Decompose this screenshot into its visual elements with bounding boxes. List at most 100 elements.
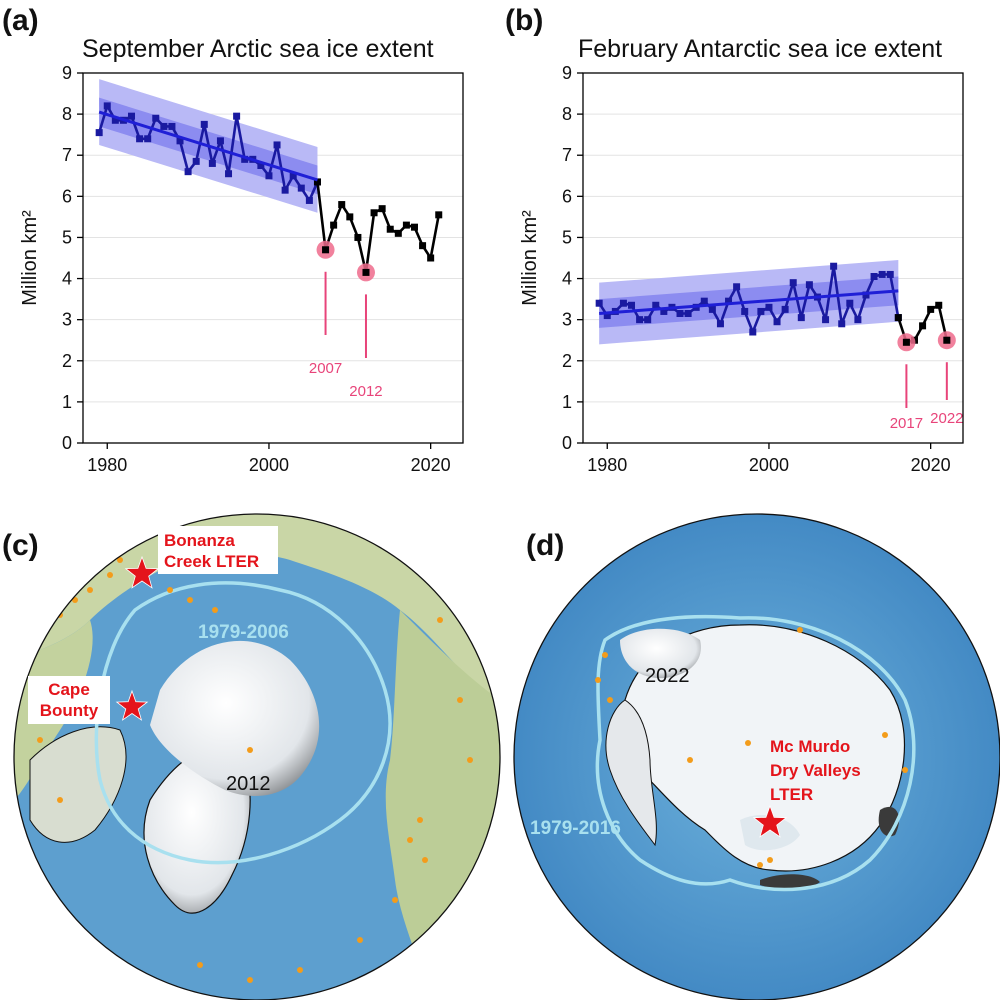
- arctic-median-extent: [94, 581, 392, 865]
- chart-a-y-tick-label: 9: [62, 63, 72, 83]
- arctic-stations: [37, 517, 473, 983]
- chart-b-highlight-label: 2017: [890, 415, 923, 432]
- chart-b-series-0-point: [660, 307, 668, 315]
- chart-a-series-0-point: [297, 184, 305, 192]
- chart-a-x-tick-label: 1980: [87, 455, 127, 475]
- chart-b-y-ticks: 0 1 2 3 4 5 6 7 8 9: [562, 63, 583, 453]
- chart-a-trend: [98, 110, 318, 182]
- chart-b-trend-line: [599, 289, 899, 315]
- chart-a-series-0-point: [144, 135, 152, 143]
- chart-a-series-1-point: [427, 254, 435, 262]
- chart-b-x-tick-label: 2020: [911, 455, 951, 475]
- chart-b-y-tick-label: 0: [562, 433, 572, 453]
- chart-b-series-0-point: [684, 310, 692, 317]
- chart-b-series-1-point: [927, 305, 935, 313]
- chart-b-series-0-point: [797, 314, 805, 322]
- chart-a-series-1-point: [338, 201, 346, 209]
- antarctic-map-border: [513, 513, 1000, 1000]
- arctic-ice-2012: [150, 640, 320, 796]
- chart-b-y-tick-label: 6: [562, 186, 572, 206]
- chart-a-y-axis-title: Million km²: [19, 210, 41, 306]
- antarctic-peninsula: [605, 699, 657, 847]
- chart-b-series-0-point: [830, 262, 838, 270]
- chart-b-highlight-point: [943, 336, 951, 344]
- chart-b-series-0-point: [862, 291, 870, 299]
- site-star-mcmurdo: [752, 804, 788, 838]
- antarctic-median-extent: [595, 614, 916, 892]
- chart-a-series-1-point: [313, 178, 321, 186]
- chart-a-highlight-point: [322, 246, 330, 254]
- chart-b-series-0-point: [854, 316, 862, 324]
- chart-b-series-0-point: [870, 273, 878, 280]
- chart-b-series-0-point: [595, 299, 603, 307]
- chart-a-series-1-point: [370, 209, 378, 217]
- antarctic-ice-edge-south: [760, 874, 820, 890]
- chart-b-y-tick-label: 4: [562, 269, 572, 289]
- chart-b-y-tick-label: 5: [562, 227, 572, 247]
- chart-a-series-1-point: [402, 221, 410, 229]
- chart-b-series-0-point: [878, 270, 886, 278]
- chart-a-series-1-point: [435, 211, 443, 219]
- chart-a-series-0-point: [95, 129, 103, 137]
- chart-b-series-0-point: [781, 305, 789, 313]
- chart-a-series-0-point: [152, 114, 160, 122]
- chart-a-highlight-label: 2012: [349, 383, 382, 400]
- chart-a-series-0-point: [176, 137, 184, 145]
- chart-b-series-0-point: [628, 301, 636, 309]
- chart-a-series-0-point: [281, 186, 289, 194]
- chart-b-series-0-point: [741, 307, 749, 315]
- chart-a-series-0-point: [136, 135, 144, 143]
- site-star-bonanza: [124, 555, 160, 589]
- arctic-year-label: 2012: [226, 773, 271, 795]
- chart-b-series-0-point: [676, 310, 684, 317]
- chart-b-series-0-point: [619, 299, 627, 307]
- chart-b-series-0-point: [886, 270, 894, 278]
- chart-a-series-0-point: [168, 122, 176, 130]
- chart-a-series-0-point: [225, 170, 233, 178]
- chart-title-a: September Arctic sea ice extent: [82, 35, 434, 63]
- chart-a-series-1-point: [378, 205, 386, 213]
- chart-a-frame: [82, 72, 464, 444]
- chart-a-x-tick-label: 2000: [249, 455, 289, 475]
- chart-a-series-0-point: [305, 196, 313, 204]
- chart-b-y-axis-title: Million km²: [519, 210, 541, 306]
- chart-b-series-0-point: [700, 297, 708, 305]
- ross-ice-shelf: [740, 815, 800, 851]
- chart-a-series-0-point: [273, 141, 281, 149]
- chart-a-series-0-point: [128, 112, 136, 120]
- chart-a-highlight-label: 2007: [309, 360, 342, 377]
- chart-a-series-0-point: [160, 122, 168, 130]
- antarctic-period-label: 1979-2016: [530, 818, 621, 839]
- chart-b-series-0-point: [757, 307, 765, 315]
- site-star-cape-bounty: [115, 689, 149, 721]
- panel-letter-c: (c): [2, 529, 39, 562]
- chart-b-trend: [599, 289, 899, 315]
- arctic-land-north: [14, 514, 500, 700]
- site-label-bonanza-line1: Bonanza: [164, 531, 235, 550]
- chart-a-series-1-point: [386, 225, 394, 233]
- map-antarctic: (d) Mc Murdo Dry Valleys LTER 1979-2016 …: [513, 513, 1000, 1000]
- chart-a-highlights: 2007 2012: [309, 240, 383, 400]
- chart-a-series-0-point: [233, 112, 241, 120]
- site-label-box-bonanza: [158, 526, 278, 574]
- panel-letter-d: (d): [526, 529, 564, 562]
- site-label-box-cape-bounty: [28, 676, 110, 724]
- antarctic-stations: [595, 627, 908, 868]
- chart-b-series-0-point: [716, 320, 724, 328]
- chart-b-series-0-point: [636, 316, 644, 324]
- antarctic-ice-2022: [620, 628, 701, 679]
- chart-a-series-0-point: [241, 155, 249, 163]
- chart-a-series-1-point: [410, 223, 418, 231]
- antarctica: [619, 624, 906, 872]
- arctic-archipelago: [29, 726, 127, 843]
- chart-a-series-1-point: [354, 233, 362, 241]
- chart-b-series-0-point: [725, 297, 733, 305]
- site-label-cape-bounty-line2: Bounty: [40, 701, 99, 720]
- chart-a-series-1-line: [316, 181, 441, 274]
- chart-a-y-tick-label: 6: [62, 186, 72, 206]
- chart-b-series-1-point: [935, 301, 943, 309]
- chart-b-y-tick-label: 3: [562, 310, 572, 330]
- chart-b-series-0-point: [765, 303, 773, 311]
- chart-b-series-0-point: [838, 320, 846, 328]
